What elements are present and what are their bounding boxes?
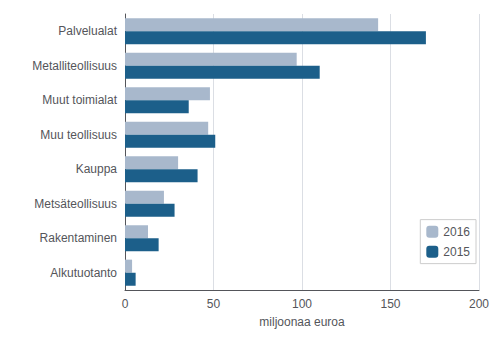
svg-text:Muut toimialat: Muut toimialat — [42, 93, 117, 107]
svg-text:miljoonaa euroa: miljoonaa euroa — [259, 315, 345, 329]
svg-text:Alkutuotanto: Alkutuotanto — [50, 266, 117, 280]
svg-text:2015: 2015 — [443, 245, 470, 259]
svg-text:50: 50 — [207, 297, 221, 311]
svg-text:Rakentaminen: Rakentaminen — [40, 231, 117, 245]
svg-text:150: 150 — [380, 297, 400, 311]
svg-text:200: 200 — [469, 297, 489, 311]
svg-text:Palvelualat: Palvelualat — [58, 24, 117, 38]
svg-text:2016: 2016 — [443, 225, 470, 239]
svg-text:100: 100 — [292, 297, 312, 311]
svg-text:Metsäteollisuus: Metsäteollisuus — [34, 197, 117, 211]
svg-text:Metalliteollisuus: Metalliteollisuus — [32, 59, 117, 73]
svg-text:0: 0 — [122, 297, 129, 311]
svg-text:Kauppa: Kauppa — [76, 162, 118, 176]
svg-text:Muu teollisuus: Muu teollisuus — [40, 128, 117, 142]
